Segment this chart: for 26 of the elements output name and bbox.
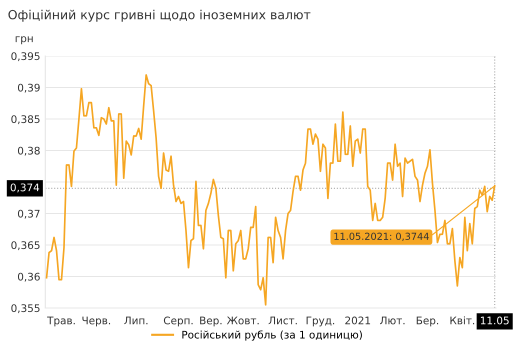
x-tick-label: Лют. [380,316,404,324]
y-tick-label: 0,365 [11,241,40,250]
x-tick-label: Лип. [124,316,148,324]
ref-line-label: 0,374 [10,183,40,192]
legend-label: Російський рубль (за 1 одиницю) [182,330,362,341]
x-tick-label: Бер. [416,316,438,326]
y-tick-label: 0,39 [18,84,40,93]
y-tick-label: 0,355 [11,304,40,314]
x-tick-label: Квіт. [450,316,474,324]
y-tick-label: 0,38 [18,146,40,156]
x-tick-label: Жовт. [226,316,259,324]
x-tick-label: Лист. [268,316,297,324]
y-tick-label: 0,385 [11,115,40,124]
x-tick-label: Груд. [306,316,334,326]
x-tick-label: 2021 [345,316,370,324]
annotation: 11.05.2021: 0,3744 [334,232,429,241]
y-tick-label: 0,36 [18,272,40,282]
x-tick-label: Серп. [164,316,193,326]
x-tick-label: Трав. [47,316,75,326]
x-tick-label: Черв. [82,316,110,326]
chart-title: Офіційний курс гривні щодо іноземних валют [8,10,310,22]
y-tick-label: 0,395 [11,52,40,62]
y-tick-label: 0,37 [18,210,40,219]
x-tick-label: Вер. [200,316,222,326]
y-axis-title: грн [16,36,33,44]
x-tick-label: 11.05 [480,316,509,324]
